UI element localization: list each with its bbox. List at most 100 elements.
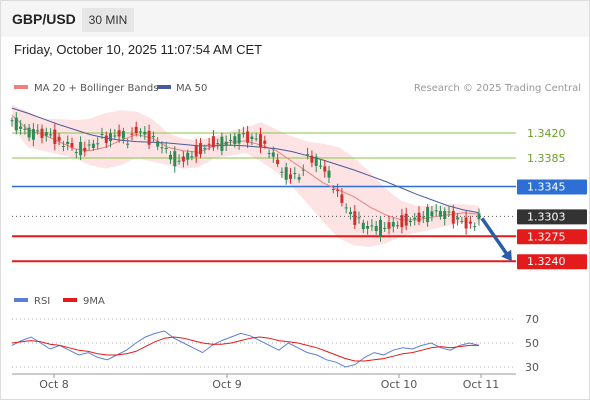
candle-body — [297, 177, 301, 180]
candle-body — [438, 211, 442, 217]
candle-body — [164, 148, 168, 149]
candle-body — [207, 143, 211, 145]
candle-body — [280, 171, 284, 173]
candle-body — [87, 144, 91, 146]
candle-body — [447, 211, 451, 213]
candle-body — [216, 143, 220, 145]
rsi-legend-swatch — [14, 298, 28, 302]
candle-body — [473, 226, 477, 228]
candle-body — [14, 117, 18, 131]
candle-body — [224, 141, 228, 146]
candle-body — [301, 169, 305, 171]
candle-body — [331, 189, 335, 190]
candle-body — [61, 146, 65, 147]
ma20-legend-swatch — [14, 85, 28, 89]
candle-body — [314, 156, 318, 166]
candle-body — [79, 141, 83, 156]
candle-body — [289, 174, 292, 179]
candle-body — [340, 194, 344, 203]
candle-body — [134, 126, 138, 134]
candle-body — [194, 145, 198, 157]
candle-body — [229, 139, 232, 141]
current-price-label: 1.3303 — [527, 210, 566, 223]
candle-body — [121, 131, 125, 139]
rsi-tick-label: 70 — [525, 313, 539, 326]
candle-body — [147, 130, 151, 145]
candle-body — [91, 143, 95, 148]
support-tag — [517, 254, 587, 270]
candle-body — [267, 153, 271, 155]
candle-body — [117, 130, 121, 137]
x-tick-label: Oct 11 — [463, 378, 500, 391]
candle-body — [40, 128, 44, 138]
candle-body — [391, 222, 395, 227]
candle-body — [237, 134, 241, 144]
x-tick-label: Oct 8 — [39, 378, 69, 391]
resistance-label: 1.3385 — [527, 152, 566, 165]
header-bar: GBP/USD 30 MIN — [1, 1, 589, 37]
candle-body — [344, 207, 348, 209]
timestamp: Friday, October 10, 2025 11:07:54 AM CET — [14, 42, 263, 57]
pivot-label: 1.3345 — [527, 180, 566, 193]
candle-body — [284, 167, 288, 180]
candle-body — [408, 221, 412, 222]
candle-body — [306, 154, 310, 156]
candle-body — [181, 156, 185, 162]
candle-body — [400, 215, 404, 228]
candle-body — [421, 216, 425, 218]
candle-body — [100, 134, 104, 135]
rsi-ma-legend-label: 9MA — [83, 296, 105, 307]
candle-body — [19, 126, 23, 129]
candle-body — [426, 207, 430, 223]
candle-body — [357, 217, 361, 219]
candle-body — [246, 131, 250, 143]
candle-body — [451, 211, 455, 224]
candle-body — [370, 225, 374, 227]
candle-body — [113, 135, 117, 137]
candle-body — [44, 132, 48, 136]
ma50-legend-swatch — [157, 85, 171, 89]
candle-body — [271, 152, 275, 157]
candle-body — [156, 141, 160, 147]
candle-body — [259, 134, 262, 147]
candle-body — [27, 127, 31, 138]
candle-body — [130, 133, 134, 135]
candle-body — [404, 213, 408, 226]
x-tick-label: Oct 10 — [381, 378, 418, 391]
candle-body — [139, 131, 142, 133]
resistance-label: 1.3420 — [527, 127, 566, 140]
candle-body — [323, 166, 327, 172]
pivot-tag — [517, 179, 587, 195]
timeframe-button[interactable]: 30 MIN — [82, 8, 134, 32]
candle-body — [96, 143, 100, 145]
support-tag — [517, 229, 587, 245]
candle-body — [396, 225, 400, 227]
candle-body — [160, 147, 164, 149]
candle-body — [31, 129, 35, 140]
candle-body — [220, 136, 224, 151]
candle-body — [460, 221, 464, 223]
candle-body — [464, 217, 468, 229]
candle-body — [143, 131, 147, 135]
candle-body — [250, 136, 254, 140]
candle-body — [70, 143, 74, 148]
candle-body — [293, 173, 297, 174]
candle-body — [383, 227, 387, 229]
candle-body — [36, 130, 40, 132]
candle-body — [349, 211, 352, 215]
forecast-arrow-head — [501, 249, 512, 262]
candle-body — [104, 135, 108, 143]
candle-body — [74, 152, 78, 154]
candle-body — [319, 165, 322, 167]
rsi-ma-legend-swatch — [63, 298, 77, 302]
candle-body — [254, 138, 258, 140]
candle-body — [353, 211, 357, 225]
candle-body — [456, 217, 460, 220]
rsi-tick-label: 30 — [525, 361, 539, 374]
forecast-arrow — [480, 217, 511, 259]
candle-body — [10, 120, 14, 122]
candle-body — [361, 222, 365, 230]
candle-body — [417, 212, 421, 222]
